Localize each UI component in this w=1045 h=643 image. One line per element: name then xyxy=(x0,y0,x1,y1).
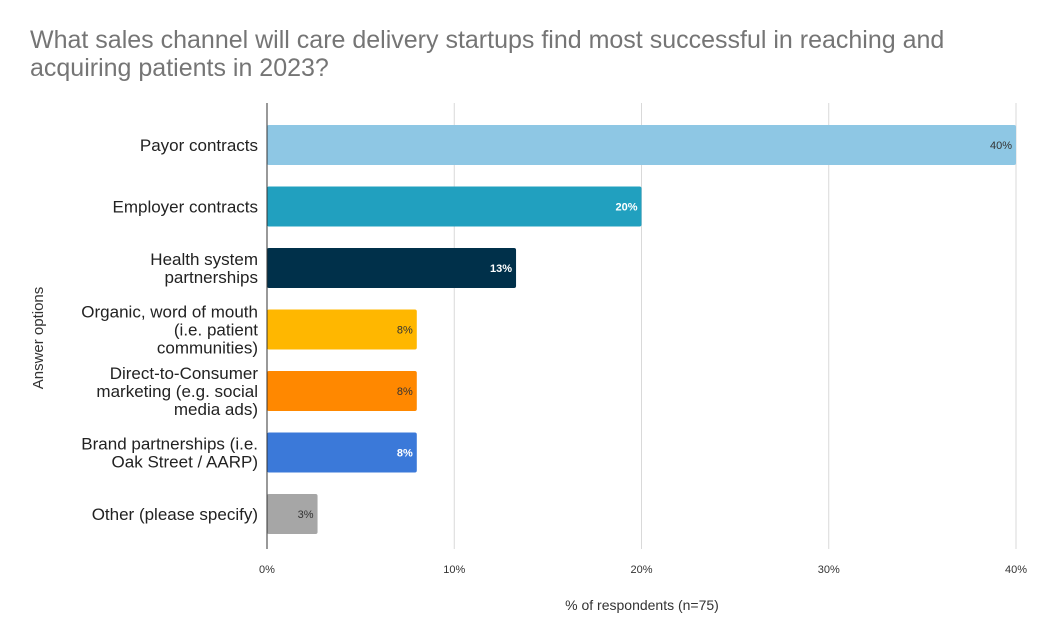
category-label-line: Brand partnerships (i.e. xyxy=(81,435,258,454)
bars: 40% 20% 13% 8% 8% 8% 3% xyxy=(267,125,1016,534)
category-label-line: Employer contracts xyxy=(113,198,259,217)
category-label-line: communities) xyxy=(157,339,258,358)
x-tick-label: 40% xyxy=(1005,564,1027,576)
category-label-line: Payor contracts xyxy=(140,136,258,155)
bar xyxy=(267,248,517,288)
category-label: Direct-to-Consumer marketing (e.g. social… xyxy=(96,364,258,419)
category-label: Brand partnerships (i.e. Oak Street / AAR… xyxy=(81,435,258,472)
bar xyxy=(267,432,417,473)
category-label: Health system partnerships xyxy=(150,250,258,287)
category-label-line: Oak Street / AARP) xyxy=(112,453,258,472)
x-tick-label: 10% xyxy=(443,564,465,576)
category-label: Payor contracts xyxy=(140,136,258,155)
x-tick-label: 0% xyxy=(259,564,275,576)
bar xyxy=(267,371,417,411)
data-label: 40% xyxy=(990,140,1012,152)
x-tick-label: 30% xyxy=(818,564,840,576)
category-label-line: Organic, word of mouth xyxy=(81,303,258,322)
category-label-line: Other (please specify) xyxy=(92,505,258,524)
data-label: 8% xyxy=(397,386,413,398)
category-labels: Payor contracts Employer contracts Health … xyxy=(81,136,258,524)
bar xyxy=(267,186,642,227)
category-label-line: media ads) xyxy=(174,400,258,419)
category-label-line: marketing (e.g. social xyxy=(96,382,258,401)
bar xyxy=(267,125,1016,165)
category-label-line: partnerships xyxy=(164,268,258,287)
grid-lines xyxy=(453,103,1017,549)
x-tick-label: 20% xyxy=(630,564,652,576)
data-label: 3% xyxy=(298,509,314,521)
chart-title: What sales channel will care delivery st… xyxy=(30,26,945,82)
category-label: Other (please specify) xyxy=(92,505,258,524)
y-axis-title: Answer options xyxy=(30,287,47,390)
x-tick-labels: 0% 10% 20% 30% 40% xyxy=(259,564,1027,576)
bar xyxy=(267,309,417,350)
data-label: 20% xyxy=(615,202,637,214)
data-label: 13% xyxy=(490,263,512,275)
category-label-line: Health system xyxy=(150,250,258,269)
category-label: Employer contracts xyxy=(113,198,259,217)
x-axis-title: % of respondents (n=75) xyxy=(565,597,719,613)
data-label: 8% xyxy=(397,448,413,460)
bar xyxy=(267,494,318,534)
data-label: 8% xyxy=(397,325,413,337)
category-label-line: (i.e. patient xyxy=(174,321,258,340)
category-label: Organic, word of mouth (i.e. patient commu… xyxy=(81,303,258,358)
category-label-line: Direct-to-Consumer xyxy=(110,364,259,383)
